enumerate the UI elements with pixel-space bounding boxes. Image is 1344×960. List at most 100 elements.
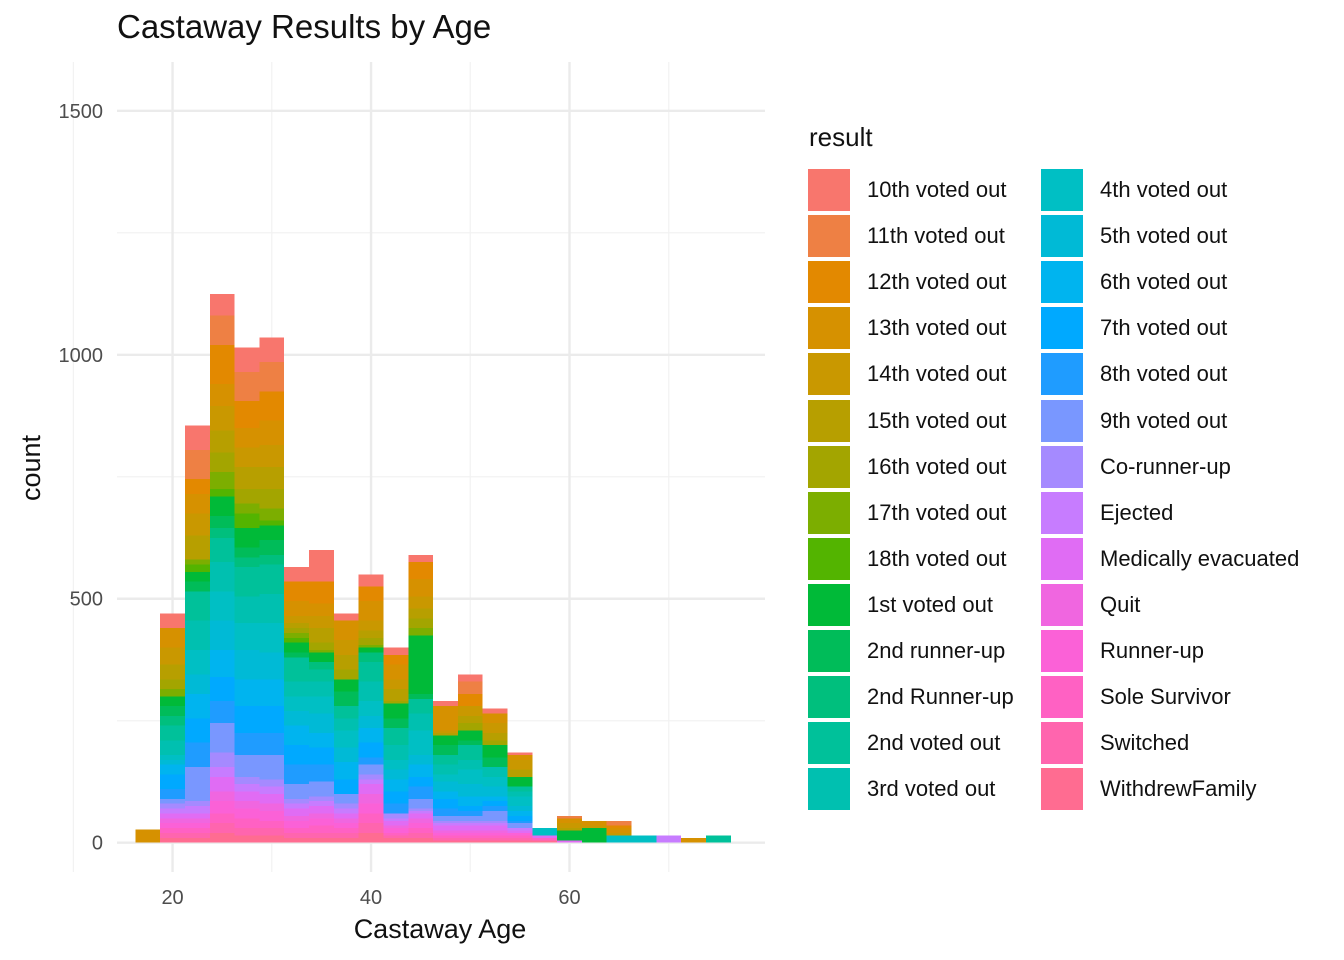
bar-segment — [457, 706, 483, 716]
bar-segment — [209, 527, 235, 538]
bar-segment — [383, 701, 409, 704]
legend-label: 13th voted out — [867, 315, 1007, 341]
bar-segment — [160, 823, 185, 829]
bar-segment — [433, 823, 458, 826]
legend-label: 2nd runner-up — [867, 637, 1006, 663]
bar-segment — [259, 779, 285, 787]
legend-label: 18th voted out — [867, 545, 1007, 571]
legend-label: 12th voted out — [867, 269, 1007, 295]
bar-segment — [284, 803, 310, 809]
bar-segment — [234, 784, 260, 792]
legend-swatch — [808, 676, 850, 719]
bar-segment — [507, 830, 533, 833]
bar-segment — [309, 662, 334, 670]
bar-segment — [557, 815, 582, 819]
bar-segment — [259, 445, 285, 467]
bar-segment — [284, 567, 310, 582]
bar-segment — [457, 784, 483, 797]
bar-segment — [482, 823, 508, 826]
bar-segment — [408, 818, 434, 824]
bar-segment — [259, 488, 285, 509]
bar-segment — [160, 689, 185, 697]
bar-segment — [259, 835, 285, 843]
bar-segment — [259, 652, 285, 680]
bar-segment — [160, 774, 185, 790]
bar-segment — [160, 740, 185, 755]
bar-segment — [433, 701, 458, 707]
bar-segment — [333, 803, 359, 809]
bar-segment — [209, 723, 235, 753]
bar-segment — [358, 803, 384, 814]
bar-segment — [209, 515, 235, 528]
bar-segment — [482, 786, 508, 797]
bar-segment — [284, 652, 310, 658]
bar-segment — [532, 840, 558, 843]
bar-segment — [184, 564, 210, 572]
legend-column-right: 4th voted out 5th voted out 6th voted out 7… — [1041, 167, 1299, 812]
bar-segment — [408, 813, 434, 819]
bar-segment — [507, 840, 533, 843]
legend-item: 18th voted out — [808, 536, 1041, 582]
legend-item: 14th voted out — [808, 351, 1041, 397]
bar-segment — [160, 715, 185, 726]
bar-segment — [259, 786, 285, 794]
bar-segment — [309, 681, 334, 697]
bar-segment — [482, 745, 508, 758]
bar-segment — [482, 840, 508, 843]
bar-segment — [309, 837, 334, 843]
bar-segment — [234, 401, 260, 428]
bar-segment — [408, 698, 434, 714]
bar-segment — [184, 649, 210, 675]
bar-segment — [309, 669, 334, 682]
bar-segment — [507, 835, 533, 838]
y-tick-label: 500 — [70, 589, 103, 611]
legend-item: WithdrewFamily — [1041, 766, 1274, 812]
bar-segment — [284, 615, 310, 624]
bar-segment — [209, 649, 235, 677]
bar-segment — [383, 818, 409, 821]
bar-segment — [482, 835, 508, 838]
legend-label: 14th voted out — [867, 361, 1007, 387]
bar-segment — [333, 613, 359, 621]
bar-segment — [284, 764, 310, 785]
legend-label: 1st voted out — [867, 591, 993, 617]
legend-label: 3rd voted out — [867, 776, 996, 802]
bar-segment — [457, 730, 483, 741]
bar-segment — [606, 828, 632, 833]
bar-segment — [482, 806, 508, 812]
bar-segment — [482, 723, 508, 733]
bar-segment — [234, 447, 260, 467]
bar-segment — [209, 591, 235, 621]
bar-segment — [358, 574, 384, 587]
bar-segment — [209, 293, 235, 316]
bar-segment — [309, 781, 334, 797]
bar-segment — [184, 837, 210, 843]
bar-segment — [457, 806, 483, 812]
bar-segment — [209, 767, 235, 777]
bar-segment — [358, 832, 384, 843]
bar-segment — [333, 813, 359, 819]
bar-segment — [457, 740, 483, 746]
bar-segment — [383, 647, 409, 655]
bar-segment — [209, 813, 235, 824]
bar-segment — [507, 752, 533, 755]
bar-segment — [284, 725, 310, 746]
bar-segment — [284, 601, 310, 616]
bar-segment — [259, 793, 285, 804]
bar-segment — [184, 559, 210, 565]
bar-segment — [309, 649, 334, 653]
bar-segment — [606, 832, 632, 836]
bar-segment — [160, 832, 185, 838]
legend-columns: 10th voted out 11th voted out 12th voted o… — [808, 167, 1338, 812]
bar-segment — [259, 525, 285, 541]
bar-segment — [507, 820, 533, 824]
legend-item: 8th voted out — [1041, 351, 1274, 397]
bar-segment — [408, 730, 434, 755]
bar-segment — [358, 620, 384, 631]
legend-item: Co-runner-up — [1041, 444, 1274, 490]
bar-segment — [184, 832, 210, 838]
bar-segment — [259, 732, 285, 755]
legend-swatch — [1041, 722, 1083, 765]
bar-segment — [507, 786, 533, 792]
bar-segment — [408, 618, 434, 629]
